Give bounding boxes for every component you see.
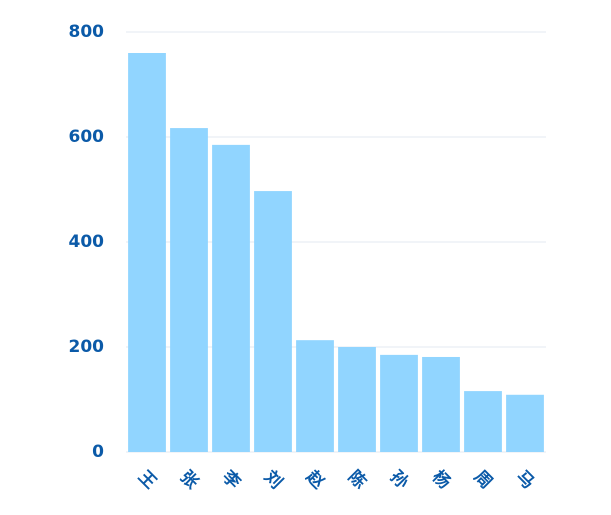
x-tick-label: 马 (512, 467, 538, 493)
bar (254, 191, 292, 452)
bar (506, 394, 544, 452)
y-tick-label: 600 (69, 127, 105, 147)
y-tick-label: 400 (69, 232, 105, 252)
x-tick-label: 孙 (386, 466, 413, 493)
x-tick-label: 杨 (428, 466, 455, 493)
x-tick-label: 陈 (344, 466, 371, 493)
x-tick-label: 刘 (260, 466, 287, 493)
bar (212, 144, 250, 452)
x-tick-label: 赵 (301, 466, 329, 494)
x-tick-label: 李 (218, 466, 245, 493)
y-tick-label: 0 (92, 442, 104, 462)
y-tick-label: 800 (69, 22, 105, 42)
bar (128, 53, 166, 452)
bar (422, 356, 460, 452)
bar (464, 391, 502, 452)
y-tick-label: 200 (69, 337, 105, 357)
x-tick-label: 张 (176, 467, 203, 494)
x-tick-label: 周 (470, 467, 496, 493)
bar (338, 347, 376, 452)
bar (380, 354, 418, 452)
bar (170, 128, 208, 452)
bar (296, 340, 334, 452)
x-tick-label: 王 (134, 467, 160, 493)
